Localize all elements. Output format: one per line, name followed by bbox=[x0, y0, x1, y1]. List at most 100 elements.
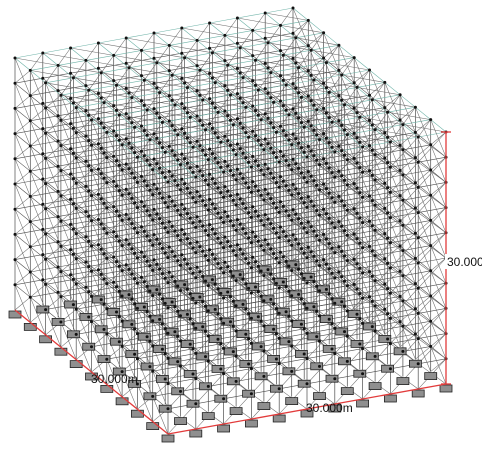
beam-member-x bbox=[42, 198, 71, 205]
beam-member-z bbox=[354, 82, 370, 96]
brace-member bbox=[292, 171, 309, 185]
frame-node bbox=[231, 324, 235, 328]
frame-node bbox=[59, 118, 63, 122]
beam-member-x bbox=[152, 365, 181, 372]
frame-node bbox=[96, 268, 100, 272]
frame-node bbox=[155, 237, 159, 241]
frame-node bbox=[216, 186, 220, 190]
frame-node bbox=[219, 191, 223, 195]
beam-member-x bbox=[156, 57, 185, 64]
beam-member-z bbox=[308, 246, 324, 260]
frame-node bbox=[373, 279, 377, 283]
frame-node bbox=[322, 182, 326, 186]
frame-node bbox=[373, 153, 377, 157]
beam-member-x bbox=[372, 270, 401, 277]
beam-member-x bbox=[174, 99, 203, 106]
brace-member bbox=[126, 37, 170, 46]
brace-member bbox=[415, 144, 431, 158]
frame-node bbox=[234, 329, 238, 333]
frame-node bbox=[158, 191, 162, 195]
beam-member-z bbox=[212, 52, 228, 66]
frame-node bbox=[112, 79, 116, 83]
frame-node bbox=[263, 162, 267, 166]
frame-node bbox=[244, 307, 248, 311]
support-block bbox=[411, 389, 425, 398]
beam-member-x bbox=[101, 92, 130, 99]
frame-node bbox=[158, 116, 162, 120]
frame-node bbox=[249, 367, 253, 371]
frame-node bbox=[223, 84, 227, 88]
brace-member bbox=[172, 74, 216, 83]
beam-member-x bbox=[359, 137, 388, 143]
beam-member-z bbox=[152, 169, 169, 183]
frame-node bbox=[277, 387, 281, 391]
beam-member-x bbox=[418, 182, 447, 188]
beam-member-z bbox=[190, 117, 206, 131]
beam-member-z bbox=[323, 259, 340, 273]
beam-member-x bbox=[240, 42, 269, 49]
frame-node bbox=[272, 327, 276, 331]
beam-member-x bbox=[233, 220, 262, 226]
frame-node bbox=[44, 182, 48, 186]
beam-member-x bbox=[288, 210, 317, 216]
frame-node bbox=[213, 156, 217, 160]
frame-node bbox=[305, 281, 309, 285]
beam-member-x bbox=[141, 70, 170, 76]
frame-node bbox=[148, 289, 152, 293]
frame-node bbox=[158, 166, 162, 170]
frame-node bbox=[263, 187, 267, 191]
frame-node bbox=[401, 123, 405, 127]
beam-member-x bbox=[199, 64, 228, 71]
beam-member-x bbox=[258, 84, 287, 91]
beam-member-x bbox=[103, 298, 132, 305]
brace-member bbox=[14, 271, 31, 286]
beam-member-x bbox=[245, 303, 274, 310]
frame-node bbox=[195, 89, 199, 93]
beam-member-z bbox=[91, 170, 107, 184]
brace-member bbox=[30, 107, 46, 122]
frame-node bbox=[124, 86, 128, 90]
support-block bbox=[201, 412, 215, 421]
beam-member-z bbox=[169, 70, 185, 84]
support-block bbox=[158, 404, 172, 413]
frame-node bbox=[361, 296, 365, 300]
frame-node bbox=[223, 59, 227, 63]
frame-node bbox=[358, 241, 362, 245]
beam-member-z bbox=[199, 221, 216, 235]
support-block bbox=[244, 419, 258, 428]
brace-member bbox=[14, 170, 31, 185]
brace-member bbox=[202, 99, 246, 108]
beam-member-z bbox=[202, 200, 219, 214]
support-block bbox=[143, 392, 157, 401]
support-block bbox=[193, 322, 207, 331]
frame-node bbox=[429, 244, 433, 248]
frame-node bbox=[120, 168, 124, 172]
beam-member-x bbox=[165, 222, 194, 229]
beam-member-x bbox=[362, 166, 391, 173]
support-block bbox=[135, 302, 148, 311]
beam-member-x bbox=[344, 124, 373, 131]
beam-member-x bbox=[390, 161, 419, 168]
beam-member-z bbox=[190, 142, 206, 156]
frame-node bbox=[231, 249, 235, 253]
frame-node bbox=[281, 204, 285, 208]
brace-member bbox=[323, 170, 340, 185]
frame-node bbox=[117, 138, 121, 142]
brace-member bbox=[137, 219, 153, 234]
beam-member-z bbox=[399, 245, 416, 259]
beam-member-x bbox=[359, 111, 388, 118]
frame-node bbox=[170, 174, 174, 178]
beam-member-z bbox=[258, 215, 274, 229]
frame-node bbox=[312, 229, 316, 233]
beam-member-z bbox=[230, 94, 246, 108]
frame-node bbox=[44, 282, 48, 286]
beam-member-z bbox=[356, 238, 373, 252]
beam-member-z bbox=[323, 183, 340, 197]
beam-member-x bbox=[106, 227, 135, 234]
frame-node bbox=[102, 101, 106, 105]
frame-node bbox=[167, 195, 171, 199]
frame-node bbox=[130, 171, 134, 175]
frame-node bbox=[274, 256, 278, 260]
brace-member bbox=[174, 104, 219, 113]
brace-member bbox=[347, 134, 391, 143]
